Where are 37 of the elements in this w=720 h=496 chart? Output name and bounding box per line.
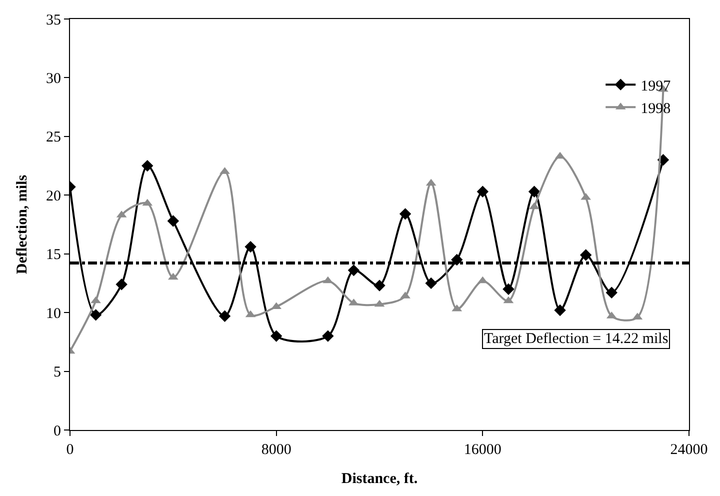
y-tick-label: 30	[46, 70, 61, 87]
point	[528, 186, 540, 198]
point	[270, 330, 282, 342]
y-tick-label: 20	[46, 188, 61, 204]
point	[348, 264, 360, 276]
point	[554, 304, 566, 316]
point	[399, 208, 412, 220]
x-tick-label: 8000	[261, 442, 292, 458]
point	[142, 160, 154, 172]
y-axis-title: Deflection, mils	[14, 174, 30, 274]
y-tick-label: 0	[54, 423, 61, 440]
y-tick-label: 25	[46, 130, 61, 146]
point	[167, 215, 180, 227]
x-tick-label: 16000	[464, 442, 502, 458]
point	[502, 283, 514, 295]
point	[90, 309, 102, 321]
y-tick-label: 35	[46, 12, 61, 28]
y-tick-label: 15	[46, 247, 61, 264]
point	[425, 277, 437, 290]
y-tick-label: 5	[54, 364, 61, 381]
point	[529, 202, 540, 210]
point	[244, 240, 256, 253]
x-tick-label: 0	[66, 442, 74, 458]
point	[476, 186, 489, 198]
x-tick-label: 24000	[670, 442, 708, 458]
point	[606, 286, 618, 298]
point	[90, 296, 101, 304]
point	[218, 310, 231, 322]
point	[580, 249, 592, 261]
legend-label: 1997	[640, 78, 672, 94]
point	[116, 278, 128, 290]
y-tick-label: 10	[46, 306, 61, 322]
x-axis-title: Distance, ft.	[341, 471, 418, 487]
legend-label: 1998	[640, 100, 671, 117]
point	[322, 330, 334, 342]
point	[374, 280, 386, 292]
annotation: Target Deflection = 14.22 mils	[484, 331, 668, 347]
